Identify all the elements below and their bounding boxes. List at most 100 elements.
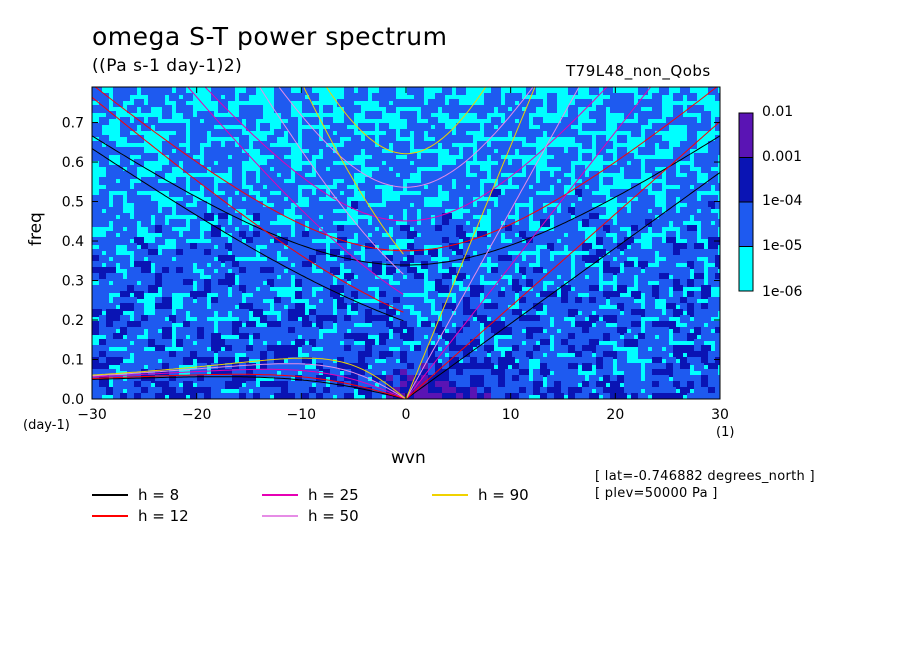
heatmap-cell bbox=[323, 267, 333, 275]
heatmap-cell bbox=[162, 351, 172, 359]
heatmap-cell bbox=[358, 291, 368, 299]
heatmap-cell bbox=[169, 363, 179, 371]
heatmap-cell bbox=[512, 237, 522, 245]
heatmap-cell bbox=[547, 285, 557, 293]
heatmap-cell bbox=[92, 153, 102, 161]
heatmap-cell bbox=[337, 201, 347, 209]
heatmap-cell bbox=[694, 309, 704, 317]
heatmap-cell bbox=[582, 303, 592, 311]
heatmap-cell bbox=[267, 261, 277, 269]
heatmap-cell bbox=[239, 93, 249, 101]
heatmap-cell bbox=[162, 267, 172, 275]
heatmap-cell bbox=[708, 393, 718, 399]
heatmap-cell bbox=[491, 249, 501, 257]
heatmap-cell bbox=[330, 135, 340, 143]
heatmap-cell bbox=[225, 183, 235, 191]
heatmap-cell bbox=[568, 225, 578, 233]
heatmap-cell bbox=[379, 141, 389, 149]
heatmap-cell bbox=[694, 105, 704, 113]
heatmap-cell bbox=[211, 237, 221, 245]
heatmap-cell bbox=[652, 237, 662, 245]
heatmap-cell bbox=[246, 87, 256, 95]
heatmap-cell bbox=[316, 249, 326, 257]
heatmap-cell bbox=[617, 321, 627, 329]
heatmap-cell bbox=[113, 219, 123, 227]
heatmap-cell bbox=[316, 255, 326, 263]
heatmap-cell bbox=[652, 273, 662, 281]
heatmap-cell bbox=[715, 375, 720, 383]
heatmap-cell bbox=[568, 147, 578, 155]
heatmap-cell bbox=[211, 393, 221, 399]
heatmap-cell bbox=[652, 171, 662, 179]
heatmap-cell bbox=[428, 345, 438, 353]
heatmap-cell bbox=[267, 267, 277, 275]
heatmap-cell bbox=[582, 267, 592, 275]
heatmap-cell bbox=[540, 297, 550, 305]
heatmap-cell bbox=[547, 273, 557, 281]
heatmap-cell bbox=[351, 369, 361, 377]
legend-item-h12: h = 12 bbox=[92, 507, 189, 525]
heatmap-cell bbox=[624, 165, 634, 173]
heatmap-cell bbox=[288, 393, 298, 399]
heatmap-cell bbox=[183, 105, 193, 113]
heatmap-cell bbox=[638, 189, 648, 197]
heatmap-cell bbox=[484, 249, 494, 257]
heatmap-cell bbox=[414, 393, 424, 399]
heatmap-cell bbox=[288, 195, 298, 203]
heatmap-cell bbox=[694, 279, 704, 287]
heatmap-cell bbox=[456, 249, 466, 257]
heatmap-cell bbox=[120, 255, 130, 263]
y-axis-unit: (day-1) bbox=[23, 418, 70, 433]
heatmap-cell bbox=[435, 297, 445, 305]
heatmap-cell bbox=[246, 345, 256, 353]
heatmap-cell bbox=[547, 231, 557, 239]
heatmap-cell bbox=[323, 105, 333, 113]
heatmap-cell bbox=[393, 159, 403, 167]
heatmap-cell bbox=[624, 249, 634, 257]
heatmap-cell bbox=[575, 261, 585, 269]
heatmap-cell bbox=[386, 357, 396, 365]
heatmap-cell bbox=[484, 309, 494, 317]
heatmap-cell bbox=[694, 327, 704, 335]
heatmap-cell bbox=[421, 261, 431, 269]
heatmap-cell bbox=[533, 117, 543, 125]
heatmap-cell bbox=[533, 207, 543, 215]
heatmap-cell bbox=[624, 213, 634, 221]
heatmap-cell bbox=[337, 375, 347, 383]
heatmap-cell bbox=[519, 117, 529, 125]
heatmap-cell bbox=[421, 207, 431, 215]
heatmap-cell bbox=[218, 255, 228, 263]
heatmap-cell bbox=[638, 249, 648, 257]
heatmap-cell bbox=[456, 183, 466, 191]
heatmap-cell bbox=[533, 345, 543, 353]
heatmap-cell bbox=[519, 375, 529, 383]
heatmap-cell bbox=[568, 345, 578, 353]
heatmap-cell bbox=[225, 273, 235, 281]
heatmap-cell bbox=[162, 225, 172, 233]
heatmap-cell bbox=[379, 363, 389, 371]
heatmap-cell bbox=[498, 165, 508, 173]
heatmap-cell bbox=[491, 207, 501, 215]
heatmap-cell bbox=[379, 237, 389, 245]
heatmap-cell bbox=[386, 285, 396, 293]
heatmap-cell bbox=[386, 381, 396, 389]
heatmap-cell bbox=[645, 327, 655, 335]
heatmap-cell bbox=[442, 225, 452, 233]
heatmap-cell bbox=[141, 387, 151, 395]
heatmap-cell bbox=[358, 309, 368, 317]
heatmap-cell bbox=[232, 291, 242, 299]
heatmap-cell bbox=[596, 237, 606, 245]
heatmap-cell bbox=[687, 171, 697, 179]
heatmap-cell bbox=[407, 375, 417, 383]
heatmap-cell bbox=[281, 105, 291, 113]
heatmap-cell bbox=[246, 285, 256, 293]
heatmap-cell bbox=[491, 189, 501, 197]
heatmap-cell bbox=[274, 261, 284, 269]
heatmap-cell bbox=[253, 333, 263, 341]
heatmap-cell bbox=[155, 213, 165, 221]
heatmap-cell bbox=[603, 237, 613, 245]
heatmap-cell bbox=[148, 351, 158, 359]
heatmap-cell bbox=[190, 117, 200, 125]
heatmap-cell bbox=[393, 387, 403, 395]
heatmap-cell bbox=[162, 339, 172, 347]
